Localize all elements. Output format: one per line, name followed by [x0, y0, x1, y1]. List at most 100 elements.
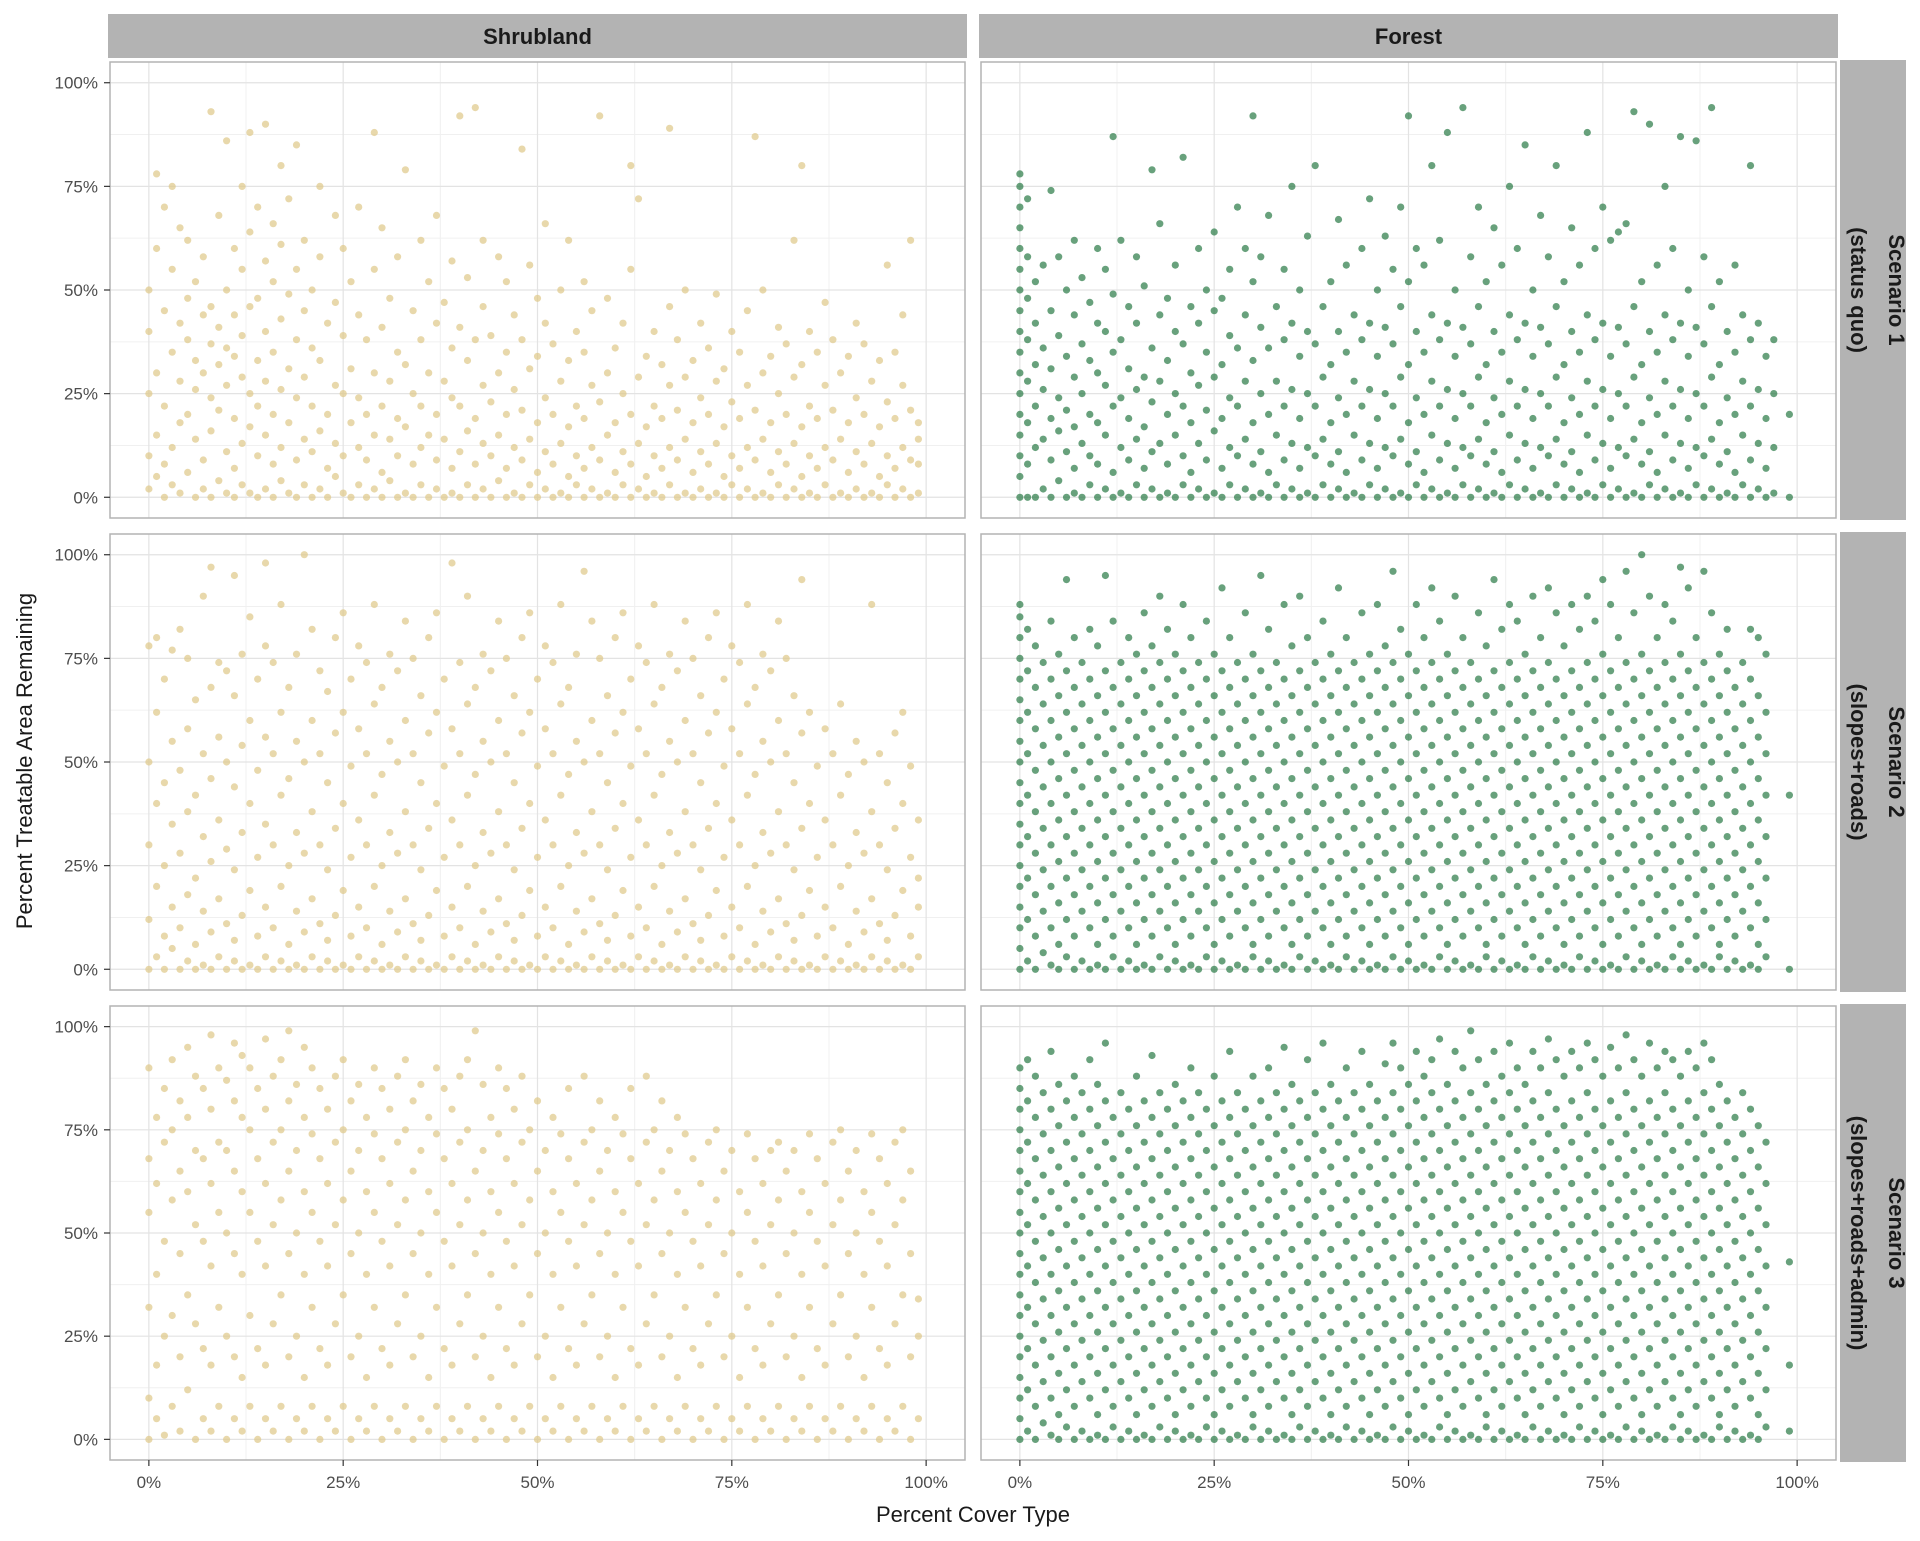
scatter-point — [1358, 609, 1366, 617]
scatter-point — [1257, 1435, 1265, 1443]
scatter-point — [1560, 642, 1568, 650]
scatter-point — [1187, 303, 1195, 311]
scatter-point — [1537, 965, 1545, 973]
scatter-point — [1132, 857, 1141, 866]
scatter-point — [1723, 327, 1731, 336]
scatter-point — [308, 1130, 316, 1138]
scatter-point — [1607, 1262, 1615, 1270]
scatter-point — [1614, 1155, 1622, 1163]
scatter-point — [1412, 394, 1420, 402]
scatter-point — [370, 369, 378, 377]
scatter-point — [1288, 1369, 1296, 1377]
scatter-point — [277, 443, 285, 452]
scatter-point — [378, 1237, 386, 1245]
scatter-point — [394, 1221, 402, 1229]
scatter-point — [1350, 866, 1358, 874]
scatter-point — [1684, 874, 1692, 882]
scatter-point — [1428, 1089, 1436, 1097]
scatter-point — [1451, 874, 1459, 882]
scatter-point — [1505, 1130, 1514, 1138]
scatter-point — [324, 1262, 332, 1270]
scatter-point — [1560, 816, 1568, 824]
scatter-point — [1746, 493, 1755, 501]
scatter-point — [230, 244, 238, 253]
scatter-point — [1389, 1130, 1397, 1138]
scatter-point — [588, 1402, 596, 1410]
scatter-point — [184, 1188, 192, 1196]
scatter-point — [596, 920, 604, 928]
scatter-point — [837, 1402, 845, 1410]
scatter-point — [1692, 1320, 1700, 1328]
scatter-point — [285, 1167, 293, 1175]
scatter-point — [1404, 1245, 1413, 1254]
scatter-point — [223, 1076, 231, 1084]
scatter-point — [907, 406, 915, 414]
scatter-point — [1031, 278, 1039, 286]
scatter-point — [829, 1427, 837, 1435]
scatter-point — [1249, 940, 1257, 949]
scatter-point — [1148, 642, 1156, 650]
scatter-point — [1436, 1188, 1444, 1196]
scatter-point — [261, 820, 270, 828]
scatter-point — [331, 965, 339, 973]
scatter-point — [1746, 882, 1755, 891]
scatter-point — [292, 1229, 301, 1237]
scatter-point — [1303, 932, 1312, 940]
scatter-point — [1373, 915, 1381, 924]
scatter-point — [1140, 493, 1148, 501]
scatter-point — [145, 1435, 153, 1443]
scatter-point — [1226, 1237, 1234, 1245]
y-tick-label: 0% — [73, 960, 98, 979]
x-tick-label: 0% — [137, 1473, 162, 1492]
scatter-point — [355, 953, 363, 961]
scatter-point — [642, 1072, 650, 1080]
scatter-point — [409, 390, 417, 398]
scatter-point — [891, 464, 899, 472]
scatter-point — [1529, 1262, 1537, 1270]
scatter-point — [1614, 1196, 1622, 1204]
scatter-point — [1241, 1270, 1249, 1278]
scatter-point — [1436, 1311, 1444, 1320]
scatter-point — [1024, 874, 1032, 882]
scatter-point — [658, 464, 666, 472]
scatter-point — [168, 1311, 176, 1320]
scatter-point — [1303, 1402, 1312, 1410]
scatter-point — [1397, 1105, 1405, 1113]
scatter-point — [1676, 1163, 1685, 1171]
scatter-point — [1296, 1303, 1304, 1311]
scatter-point — [401, 953, 409, 961]
scatter-point — [1521, 775, 1529, 783]
scatter-point — [1661, 1378, 1669, 1386]
scatter-point — [736, 750, 744, 758]
scatter-point — [1739, 1212, 1747, 1221]
scatter-point — [1653, 261, 1661, 269]
scatter-point — [689, 841, 697, 849]
scatter-point — [1366, 692, 1374, 700]
scatter-point — [1537, 932, 1545, 940]
scatter-point — [471, 862, 479, 870]
scatter-point — [603, 294, 612, 302]
scatter-point — [1148, 965, 1156, 973]
scatter-point — [1381, 390, 1389, 398]
scatter-point — [355, 203, 363, 211]
scatter-point — [1094, 1328, 1102, 1336]
scatter-point — [1404, 1369, 1413, 1377]
scatter-point — [1288, 1287, 1296, 1295]
scatter-point — [308, 1402, 316, 1410]
scatter-point — [899, 1291, 907, 1299]
scatter-point — [1451, 1097, 1459, 1105]
scatter-point — [1311, 1171, 1319, 1179]
scatter-point — [1544, 340, 1552, 348]
scatter-point — [456, 402, 464, 410]
scatter-point — [207, 427, 215, 435]
scatter-point — [339, 609, 347, 617]
scatter-point — [471, 104, 479, 112]
scatter-point — [829, 965, 837, 973]
scatter-point — [1249, 278, 1257, 286]
scatter-point — [1047, 1431, 1055, 1439]
scatter-point — [1163, 489, 1172, 497]
scatter-point — [1731, 808, 1739, 816]
scatter-point — [1568, 1386, 1576, 1394]
scatter-point — [347, 965, 355, 973]
scatter-point — [1202, 882, 1210, 891]
